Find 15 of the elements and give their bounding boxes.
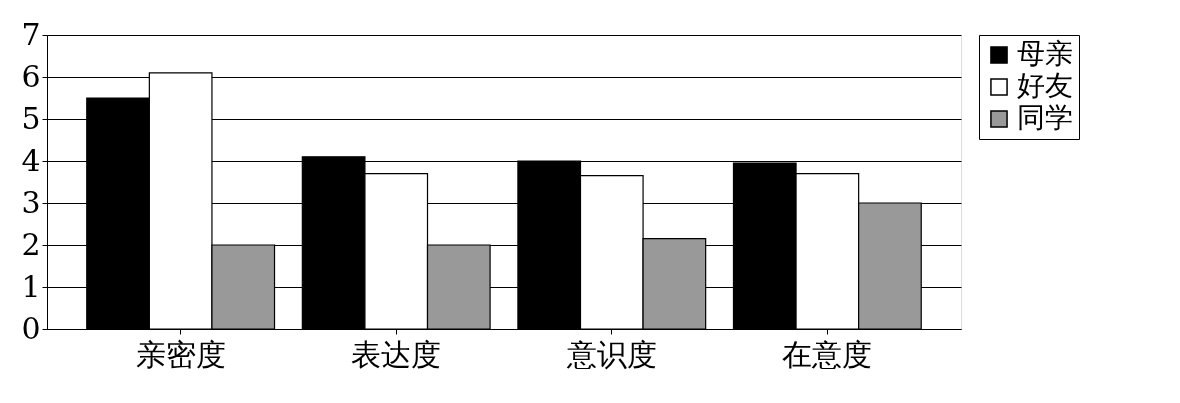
y-tick-label: 3 (21, 184, 41, 220)
x-tick-label: 表达度 (351, 336, 442, 372)
y-tick-label: 6 (21, 58, 41, 94)
y-tick-label: 0 (21, 310, 41, 346)
legend-label: 同学 (1017, 101, 1073, 134)
x-tick-label: 意识度 (565, 336, 657, 372)
legend-label: 好友 (1017, 69, 1073, 102)
y-tick-label: 1 (21, 268, 41, 304)
y-tick-label: 5 (21, 100, 41, 136)
legend-label: 母亲 (1017, 37, 1073, 70)
y-tick-label: 2 (21, 226, 41, 262)
x-tick-label: 在意度 (782, 336, 873, 372)
y-tick-label: 7 (21, 16, 41, 52)
y-tick-label: 4 (21, 142, 41, 178)
x-tick-label: 亲密度 (135, 336, 226, 372)
